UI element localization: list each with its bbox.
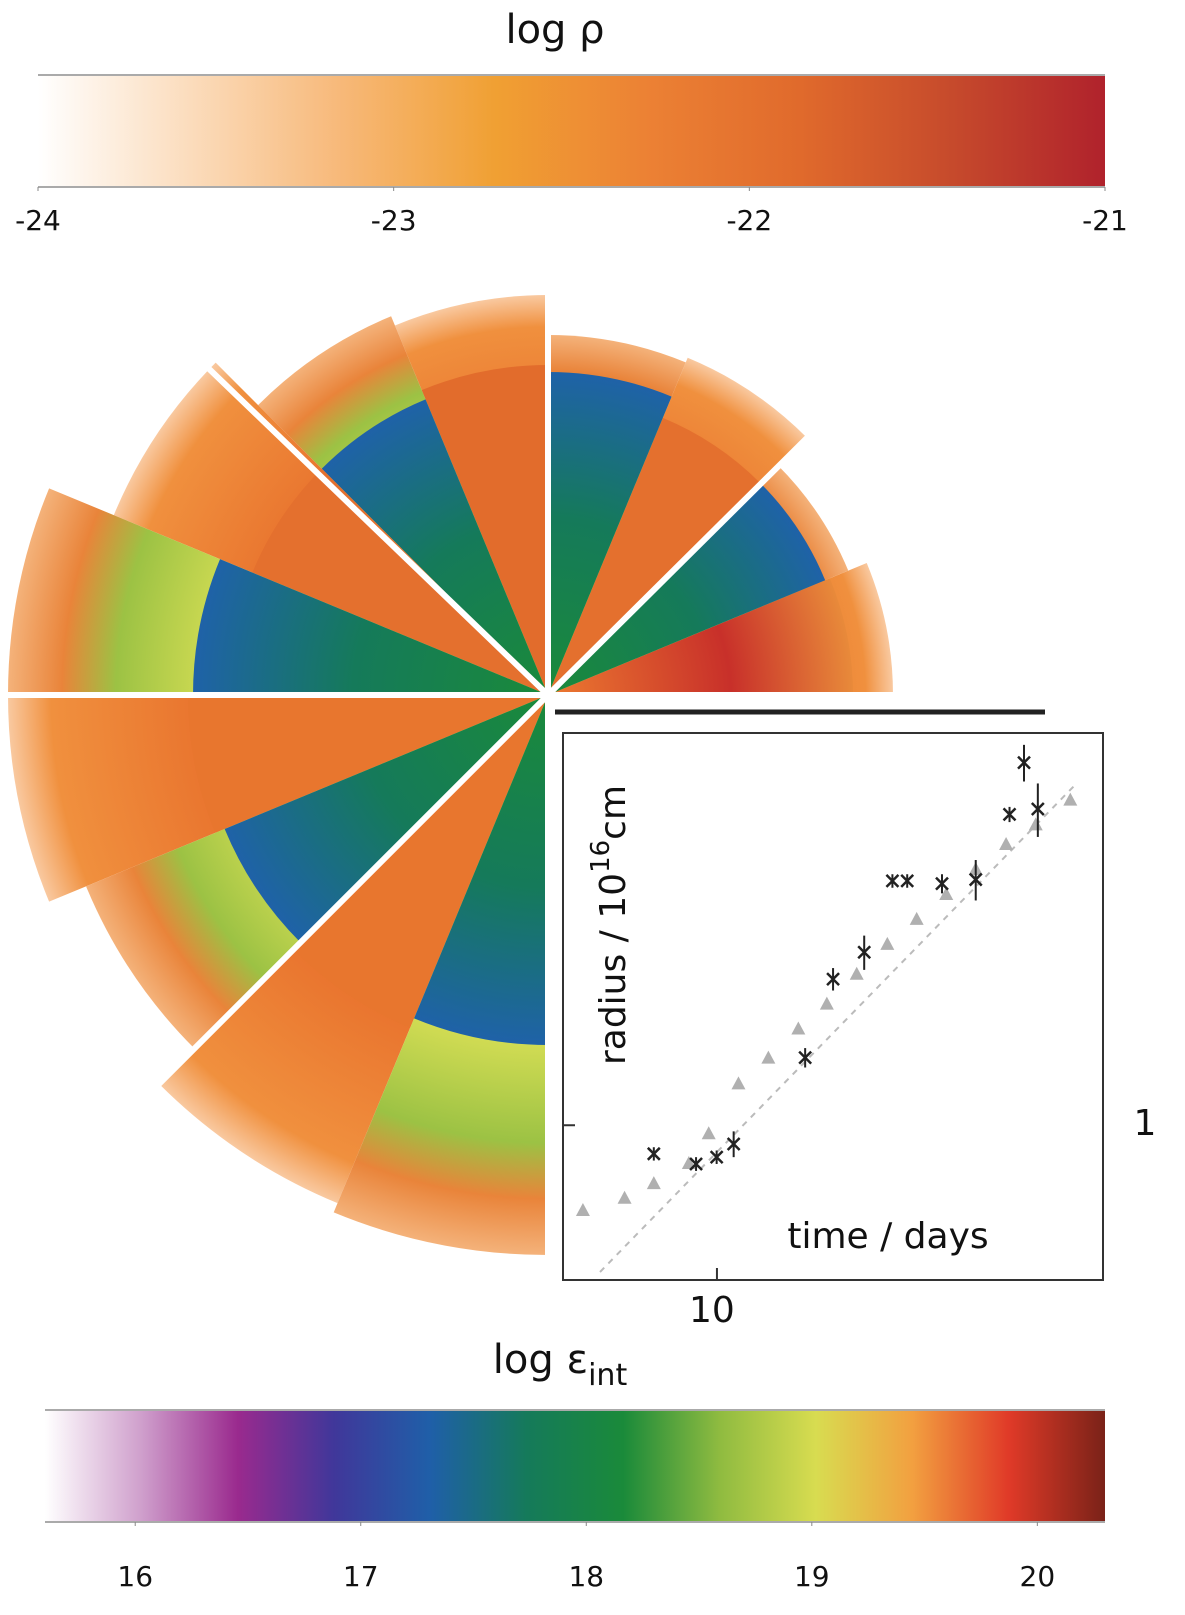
model-point <box>731 1076 746 1090</box>
title-text: log ρ <box>505 7 604 53</box>
data-point <box>857 945 872 960</box>
tick-label: 18 <box>568 1560 604 1593</box>
data-point <box>885 874 900 888</box>
tick-label: -21 <box>1082 204 1128 237</box>
data-point <box>1002 807 1017 822</box>
model-point <box>819 996 834 1010</box>
title-text: log ε <box>493 1337 588 1383</box>
y-label-superscript: 16 <box>586 840 616 873</box>
trend-line <box>599 784 1076 1273</box>
y-tick-label: 1 <box>1134 1103 1157 1144</box>
tick-label: -22 <box>726 204 772 237</box>
tick-label: 20 <box>1020 1560 1056 1593</box>
colorbar-title: log ρ <box>505 7 604 53</box>
y-axis-label: radius / 1016cm <box>586 785 635 1065</box>
plot-frame <box>562 732 1104 1281</box>
y-label-text: radius / 10 <box>593 873 634 1065</box>
model-point <box>849 966 864 980</box>
model-point <box>701 1126 716 1140</box>
model-point <box>880 936 895 950</box>
x-axis-label: time / days <box>787 1216 988 1257</box>
inset-background <box>552 698 1152 1298</box>
data-point <box>1030 802 1045 816</box>
data-point <box>935 876 949 891</box>
title-subscript: int <box>588 1358 627 1393</box>
colorbar-title: log εint <box>493 1337 628 1393</box>
colorbar <box>45 1410 1105 1522</box>
x-tick-label: 10 <box>689 1290 735 1331</box>
data-point <box>826 972 840 986</box>
data-point <box>726 1137 741 1151</box>
model-point <box>791 1021 806 1035</box>
model-point <box>646 1176 661 1190</box>
simulation-wedges <box>0 270 900 1300</box>
model-point <box>761 1050 776 1064</box>
model-point <box>939 887 954 901</box>
data-point <box>798 1050 813 1065</box>
model-point <box>681 1155 696 1169</box>
model-point <box>1028 817 1043 831</box>
model-point <box>617 1190 632 1204</box>
model-point <box>1063 792 1078 806</box>
tick-label: 19 <box>794 1560 830 1593</box>
data-point <box>900 874 915 888</box>
tick-label: 17 <box>343 1560 379 1593</box>
data-point <box>1017 755 1031 770</box>
tick-label: -24 <box>15 204 61 237</box>
tick-label: 16 <box>117 1560 153 1593</box>
data-point <box>646 1146 661 1161</box>
data-point <box>968 872 983 887</box>
colorbar <box>38 75 1105 187</box>
data-point <box>689 1157 703 1171</box>
data-point <box>709 1150 724 1165</box>
model-point <box>909 911 924 925</box>
y-label-unit: cm <box>593 785 634 840</box>
model-point <box>575 1202 590 1216</box>
model-point <box>999 837 1014 851</box>
tick-label: -23 <box>371 204 417 237</box>
